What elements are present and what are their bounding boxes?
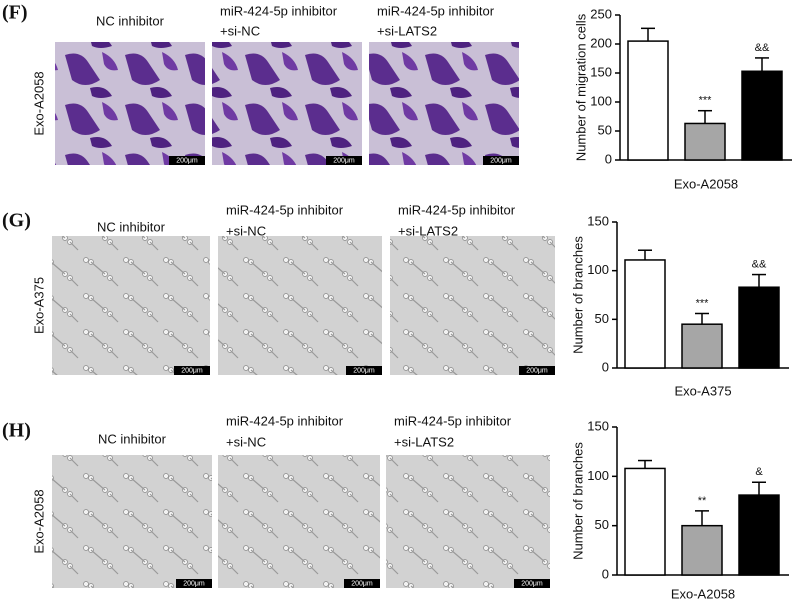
- micrograph: [55, 42, 205, 165]
- micrograph: [52, 455, 212, 588]
- micrograph: [369, 42, 519, 165]
- y-tick-label: 0: [602, 566, 609, 581]
- bar: [624, 259, 666, 369]
- y-tick-label: 0: [605, 151, 612, 166]
- micrograph: [218, 236, 382, 375]
- x-axis-label: Exo-A2058: [674, 176, 738, 191]
- y-axis-label: Number of branches: [570, 442, 585, 560]
- bar: [681, 323, 723, 369]
- column-header: NC inhibitor: [96, 13, 165, 28]
- scale-bar-label: 200μm: [176, 157, 198, 164]
- micrograph: [52, 236, 210, 375]
- scale-bar: [483, 156, 519, 165]
- scale-bar-label: 200μm: [351, 580, 373, 587]
- scale-bar: [326, 156, 362, 165]
- y-axis-label: Number of migration cells: [573, 13, 588, 161]
- micrograph: [390, 236, 555, 375]
- scale-bar-label: 200μm: [526, 367, 548, 374]
- significance: &&: [752, 258, 767, 270]
- scale-bar-label: 200μm: [333, 157, 355, 164]
- panel-label: (F): [2, 2, 28, 24]
- scale-bar: [346, 366, 382, 375]
- y-tick-label: 100: [587, 262, 609, 277]
- y-tick-label: 150: [590, 64, 612, 79]
- column-header: miR-424-5p inhibitor: [220, 3, 338, 18]
- column-header: NC inhibitor: [97, 219, 166, 234]
- scale-bar-label: 200μm: [181, 367, 203, 374]
- column-header: +si-LATS2: [398, 223, 458, 238]
- y-axis-label: Number of branches: [570, 236, 585, 354]
- significance: ***: [699, 95, 713, 107]
- column-header: +si-LATS2: [394, 434, 454, 449]
- y-tick-label: 50: [598, 122, 612, 137]
- micrograph: [386, 455, 550, 588]
- significance: &: [755, 466, 763, 478]
- bar: [681, 524, 723, 576]
- column-header: +si-NC: [220, 23, 260, 38]
- micrograph: [218, 455, 380, 588]
- column-header: miR-424-5p inhibitor: [226, 202, 344, 217]
- y-tick-label: 250: [590, 6, 612, 21]
- scale-bar: [176, 579, 212, 588]
- bar: [627, 40, 669, 161]
- y-tick-label: 50: [595, 517, 609, 532]
- column-header: +si-NC: [226, 434, 266, 449]
- x-axis-label: Exo-A2058: [671, 586, 735, 601]
- scale-bar: [514, 579, 550, 588]
- scale-bar-label: 200μm: [521, 580, 543, 587]
- scale-bar: [519, 366, 555, 375]
- y-tick-label: 150: [587, 213, 609, 228]
- bar: [684, 122, 726, 161]
- scale-bar-label: 200μm: [183, 580, 205, 587]
- significance: ***: [696, 297, 710, 309]
- scale-bar-label: 200μm: [353, 367, 375, 374]
- bar: [624, 467, 666, 576]
- y-tick-label: 100: [590, 93, 612, 108]
- bar: [738, 494, 780, 576]
- column-header: miR-424-5p inhibitor: [377, 3, 495, 18]
- column-header: +si-NC: [226, 223, 266, 238]
- row-label: Exo-A2058: [31, 71, 46, 135]
- scale-bar-label: 200μm: [490, 157, 512, 164]
- bar: [741, 70, 783, 161]
- y-tick-label: 200: [590, 35, 612, 50]
- significance: &&: [755, 42, 770, 54]
- y-tick-label: 100: [587, 468, 609, 483]
- panel-label: (G): [2, 210, 31, 232]
- scale-bar: [344, 579, 380, 588]
- column-header: +si-LATS2: [377, 23, 437, 38]
- significance: **: [698, 495, 707, 507]
- y-tick-label: 50: [595, 311, 609, 326]
- x-axis-label: Exo-A375: [674, 383, 731, 398]
- column-header: miR-424-5p inhibitor: [398, 202, 516, 217]
- bar: [738, 286, 780, 369]
- micrograph: [212, 42, 362, 165]
- column-header: miR-424-5p inhibitor: [394, 413, 512, 428]
- scale-bar: [169, 156, 205, 165]
- y-tick-label: 150: [587, 418, 609, 433]
- column-header: NC inhibitor: [98, 431, 167, 446]
- row-label: Exo-A375: [31, 277, 46, 334]
- row-label: Exo-A2058: [31, 489, 46, 553]
- column-header: miR-424-5p inhibitor: [226, 413, 344, 428]
- y-tick-label: 0: [602, 359, 609, 374]
- panel-label: (H): [2, 420, 31, 442]
- scale-bar: [174, 366, 210, 375]
